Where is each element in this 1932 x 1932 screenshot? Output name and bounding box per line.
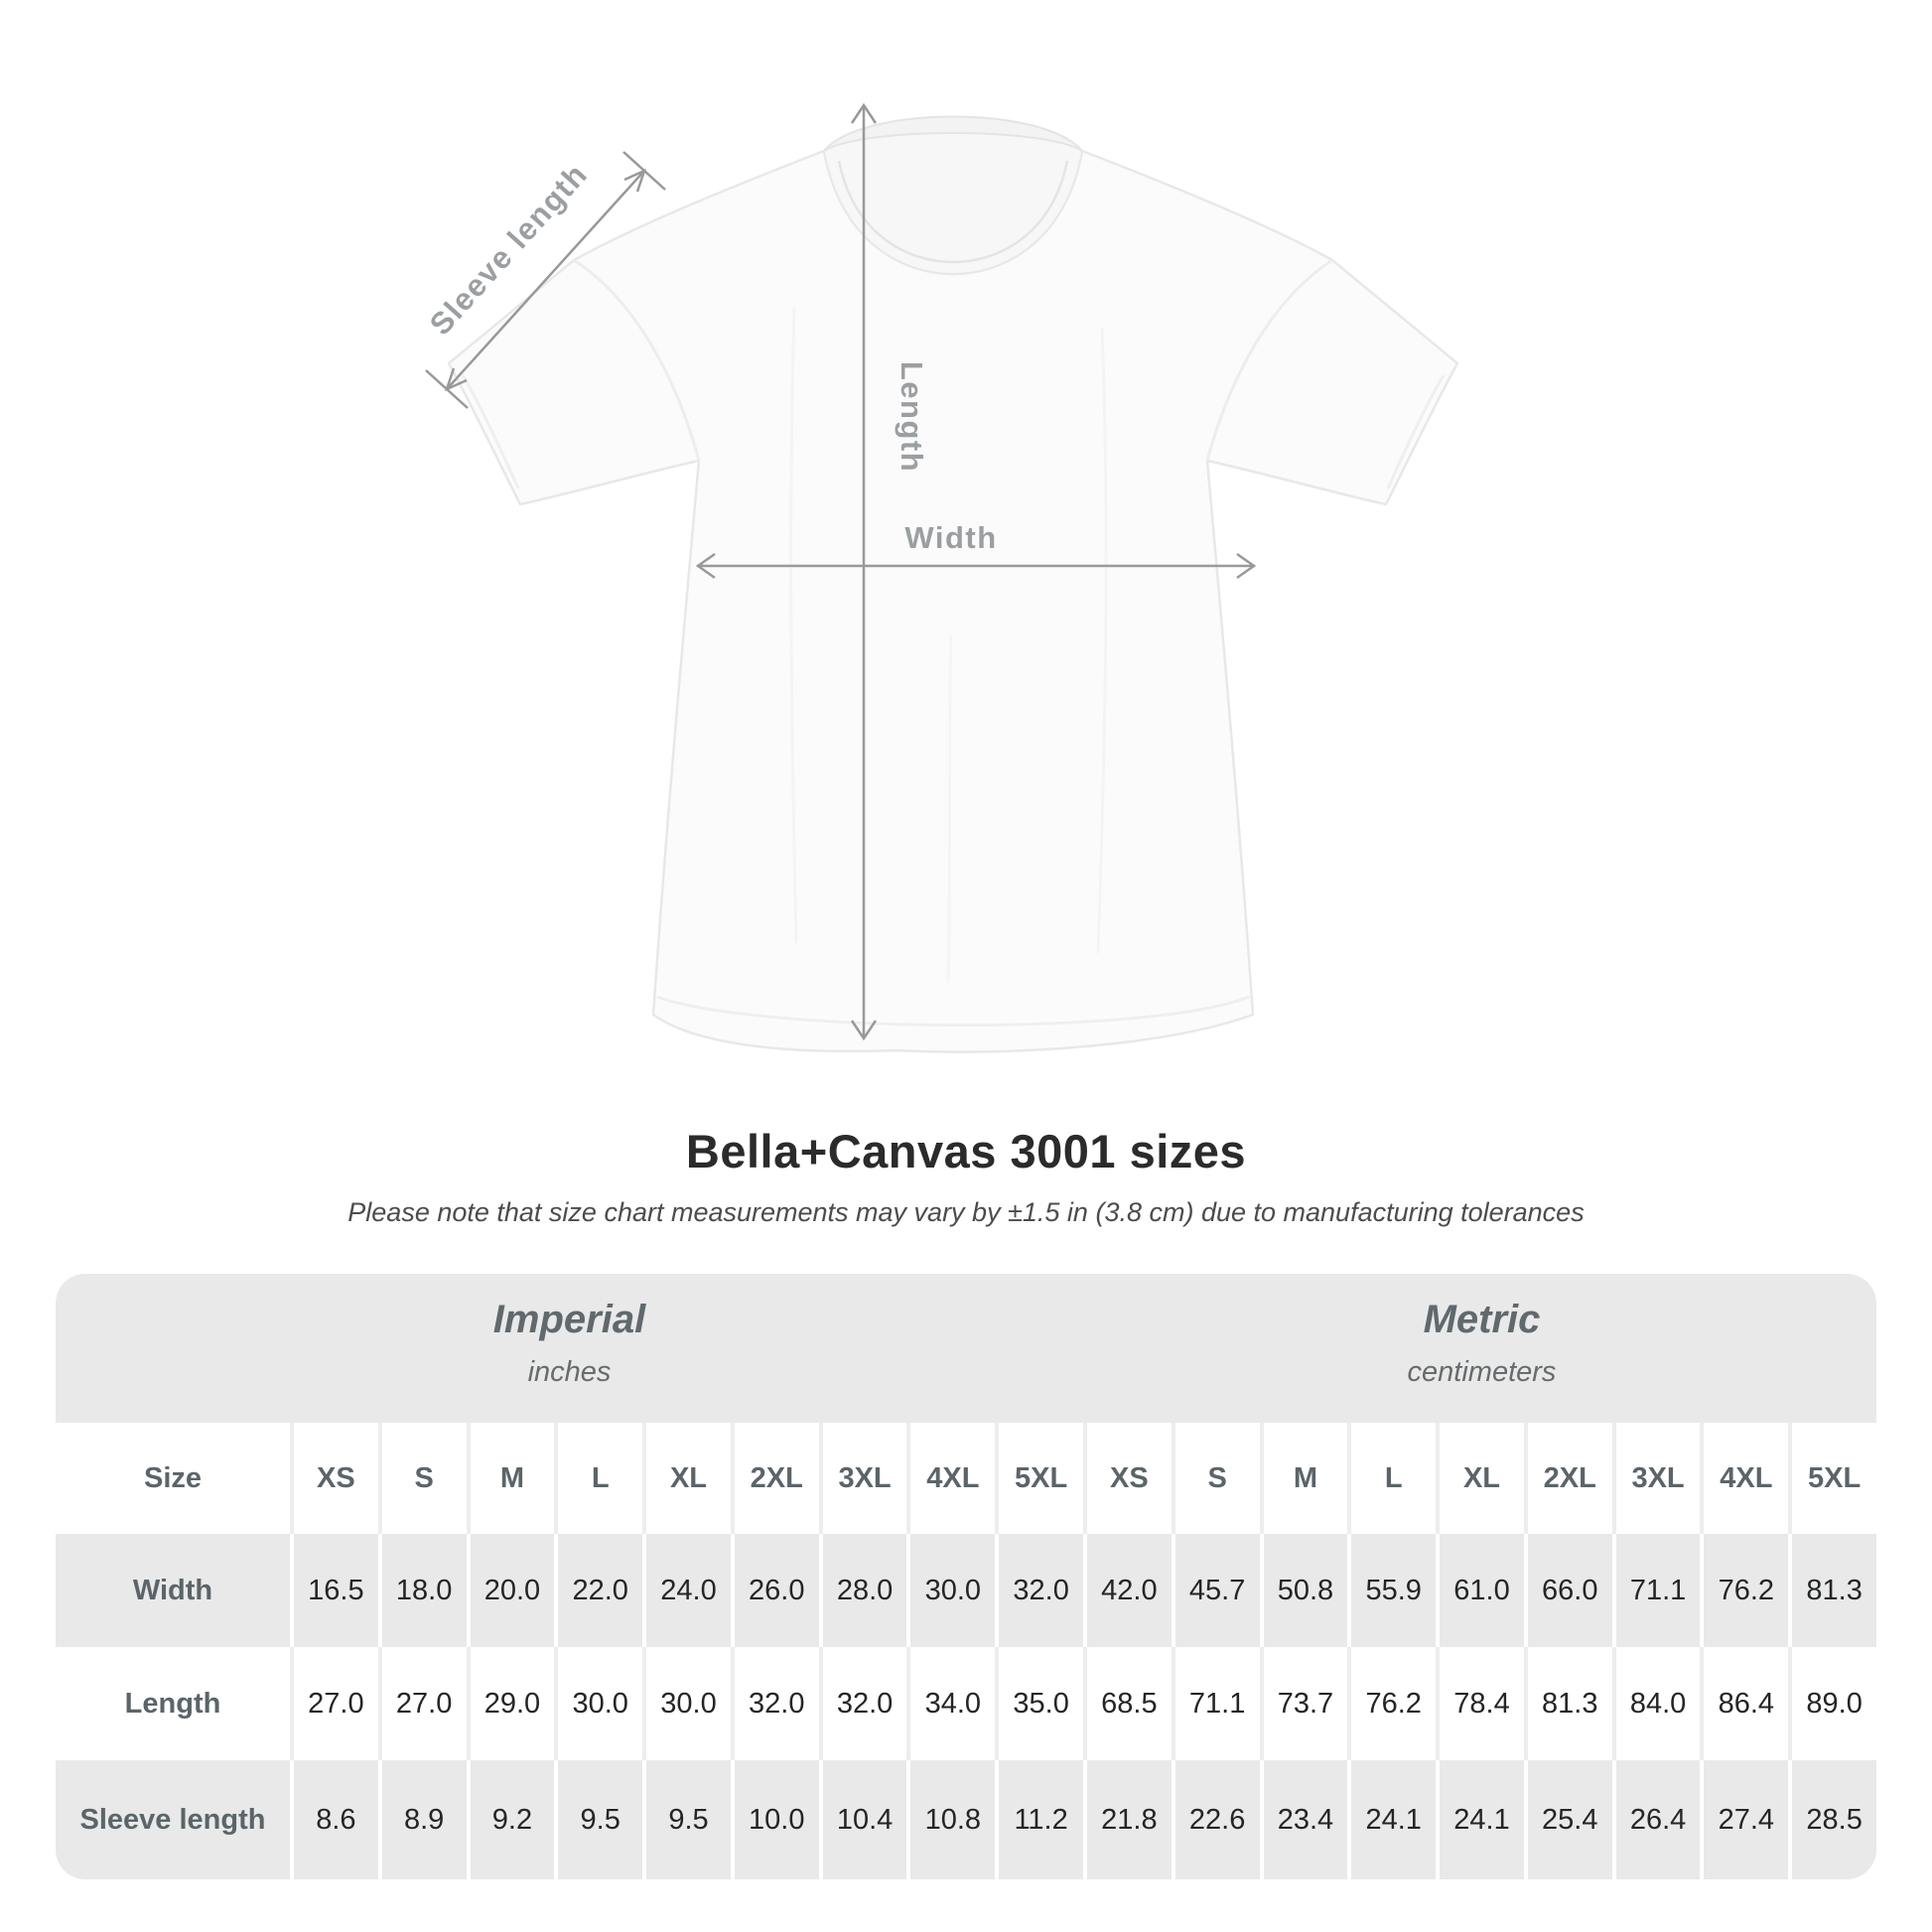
table-cell: 18.0	[381, 1534, 467, 1647]
table-cell: 42.0	[1087, 1534, 1172, 1647]
table-cell: 81.3	[1527, 1647, 1612, 1760]
table-cell: 10.4	[822, 1760, 907, 1879]
table-cell: 61.0	[1440, 1534, 1524, 1647]
table-cell: 24.0	[646, 1534, 731, 1647]
table-cell: 8.9	[381, 1760, 467, 1879]
table-cell: 32.0	[822, 1647, 907, 1760]
width-arrow	[695, 552, 1257, 580]
row-label: Length	[56, 1647, 290, 1760]
size-header: 5XL	[1792, 1423, 1876, 1534]
size-header: 5XL	[999, 1423, 1083, 1534]
table-cell: 11.2	[999, 1760, 1083, 1879]
table-unit-header: Imperial inches Metric centimeters	[56, 1274, 1876, 1423]
metric-section-header: Metric centimeters	[1087, 1274, 1876, 1423]
page-title: Bella+Canvas 3001 sizes	[685, 1125, 1247, 1177]
table-cell: 30.0	[558, 1647, 643, 1760]
size-header: S	[381, 1423, 467, 1534]
size-header: M	[1263, 1423, 1348, 1534]
size-header: 2XL	[734, 1423, 819, 1534]
length-arrow	[850, 102, 878, 1041]
table-cell: 25.4	[1527, 1760, 1612, 1879]
table-cell: 9.5	[646, 1760, 731, 1879]
table-cell: 76.2	[1704, 1534, 1789, 1647]
size-header: L	[1351, 1423, 1437, 1534]
size-header: L	[558, 1423, 643, 1534]
table-cell: 26.4	[1615, 1760, 1701, 1879]
table-cell: 9.2	[470, 1760, 555, 1879]
table-cell: 71.1	[1174, 1647, 1260, 1760]
table-cell: 78.4	[1440, 1647, 1524, 1760]
sleeve-length-arrow	[425, 151, 666, 409]
size-header: 3XL	[1615, 1423, 1701, 1534]
table-cell: 20.0	[470, 1534, 555, 1647]
tshirt-measurement-diagram: Sleeve length Length Width	[423, 102, 1459, 1053]
table-cell: 32.0	[734, 1647, 819, 1760]
size-header: XS	[1087, 1423, 1172, 1534]
tshirt-illustration	[447, 115, 1459, 1053]
size-header: 4XL	[1704, 1423, 1789, 1534]
table-cell: 21.8	[1087, 1760, 1172, 1879]
table-row-width: Width 16.5 18.0 20.0 22.0 24.0 26.0 28.0…	[56, 1534, 1876, 1647]
table-cell: 22.6	[1174, 1760, 1260, 1879]
table-cell: 50.8	[1263, 1534, 1348, 1647]
size-column-header: Size	[56, 1423, 290, 1534]
table-cell: 89.0	[1792, 1647, 1876, 1760]
row-label: Width	[56, 1534, 290, 1647]
imperial-section-header: Imperial inches	[56, 1274, 1083, 1423]
size-table: Imperial inches Metric centimeters Size …	[56, 1274, 1876, 1879]
table-cell: 84.0	[1615, 1647, 1701, 1760]
table-cell: 68.5	[1087, 1647, 1172, 1760]
metric-title: Metric	[1423, 1298, 1541, 1341]
table-cell: 16.5	[294, 1534, 378, 1647]
table-cell: 9.5	[558, 1760, 643, 1879]
table-cell: 35.0	[999, 1647, 1083, 1760]
size-header: XL	[1440, 1423, 1524, 1534]
table-cell: 73.7	[1263, 1647, 1348, 1760]
size-header: 2XL	[1527, 1423, 1612, 1534]
metric-unit: centimeters	[1407, 1356, 1557, 1388]
table-cell: 10.0	[734, 1760, 819, 1879]
table-cell: 10.8	[910, 1760, 996, 1879]
size-header: M	[470, 1423, 555, 1534]
table-cell: 28.5	[1792, 1760, 1876, 1879]
table-cell: 66.0	[1527, 1534, 1612, 1647]
table-cell: 27.4	[1704, 1760, 1789, 1879]
size-header: 3XL	[822, 1423, 907, 1534]
imperial-title: Imperial	[492, 1298, 646, 1341]
table-row-sleeve-length: Sleeve length 8.6 8.9 9.2 9.5 9.5 10.0 1…	[56, 1760, 1876, 1879]
imperial-unit: inches	[527, 1356, 612, 1388]
table-cell: 71.1	[1615, 1534, 1701, 1647]
table-row-length: Length 27.0 27.0 29.0 30.0 30.0 32.0 32.…	[56, 1647, 1876, 1760]
table-cell: 55.9	[1351, 1534, 1437, 1647]
table-cell: 81.3	[1792, 1534, 1876, 1647]
table-cell: 23.4	[1263, 1760, 1348, 1879]
size-header: S	[1174, 1423, 1260, 1534]
table-cell: 30.0	[910, 1534, 996, 1647]
size-header: XS	[294, 1423, 378, 1534]
table-cell: 76.2	[1351, 1647, 1437, 1760]
size-header-row: Size XS S M L XL 2XL 3XL 4XL 5XL XS S M …	[56, 1423, 1876, 1534]
table-cell: 86.4	[1704, 1647, 1789, 1760]
table-cell: 28.0	[822, 1534, 907, 1647]
table-cell: 26.0	[734, 1534, 819, 1647]
table-cell: 30.0	[646, 1647, 731, 1760]
table-cell: 8.6	[294, 1760, 378, 1879]
table-cell: 24.1	[1440, 1760, 1524, 1879]
table-cell: 32.0	[999, 1534, 1083, 1647]
table-cell: 24.1	[1351, 1760, 1437, 1879]
page-subtitle: Please note that size chart measurements…	[347, 1197, 1585, 1227]
table-cell: 27.0	[294, 1647, 378, 1760]
size-header: XL	[646, 1423, 731, 1534]
table-cell: 29.0	[470, 1647, 555, 1760]
row-label: Sleeve length	[56, 1760, 290, 1879]
width-label: Width	[904, 520, 997, 555]
length-label: Length	[895, 361, 929, 473]
table-cell: 22.0	[558, 1534, 643, 1647]
size-header: 4XL	[910, 1423, 996, 1534]
table-cell: 45.7	[1174, 1534, 1260, 1647]
table-cell: 34.0	[910, 1647, 996, 1760]
table-cell: 27.0	[381, 1647, 467, 1760]
